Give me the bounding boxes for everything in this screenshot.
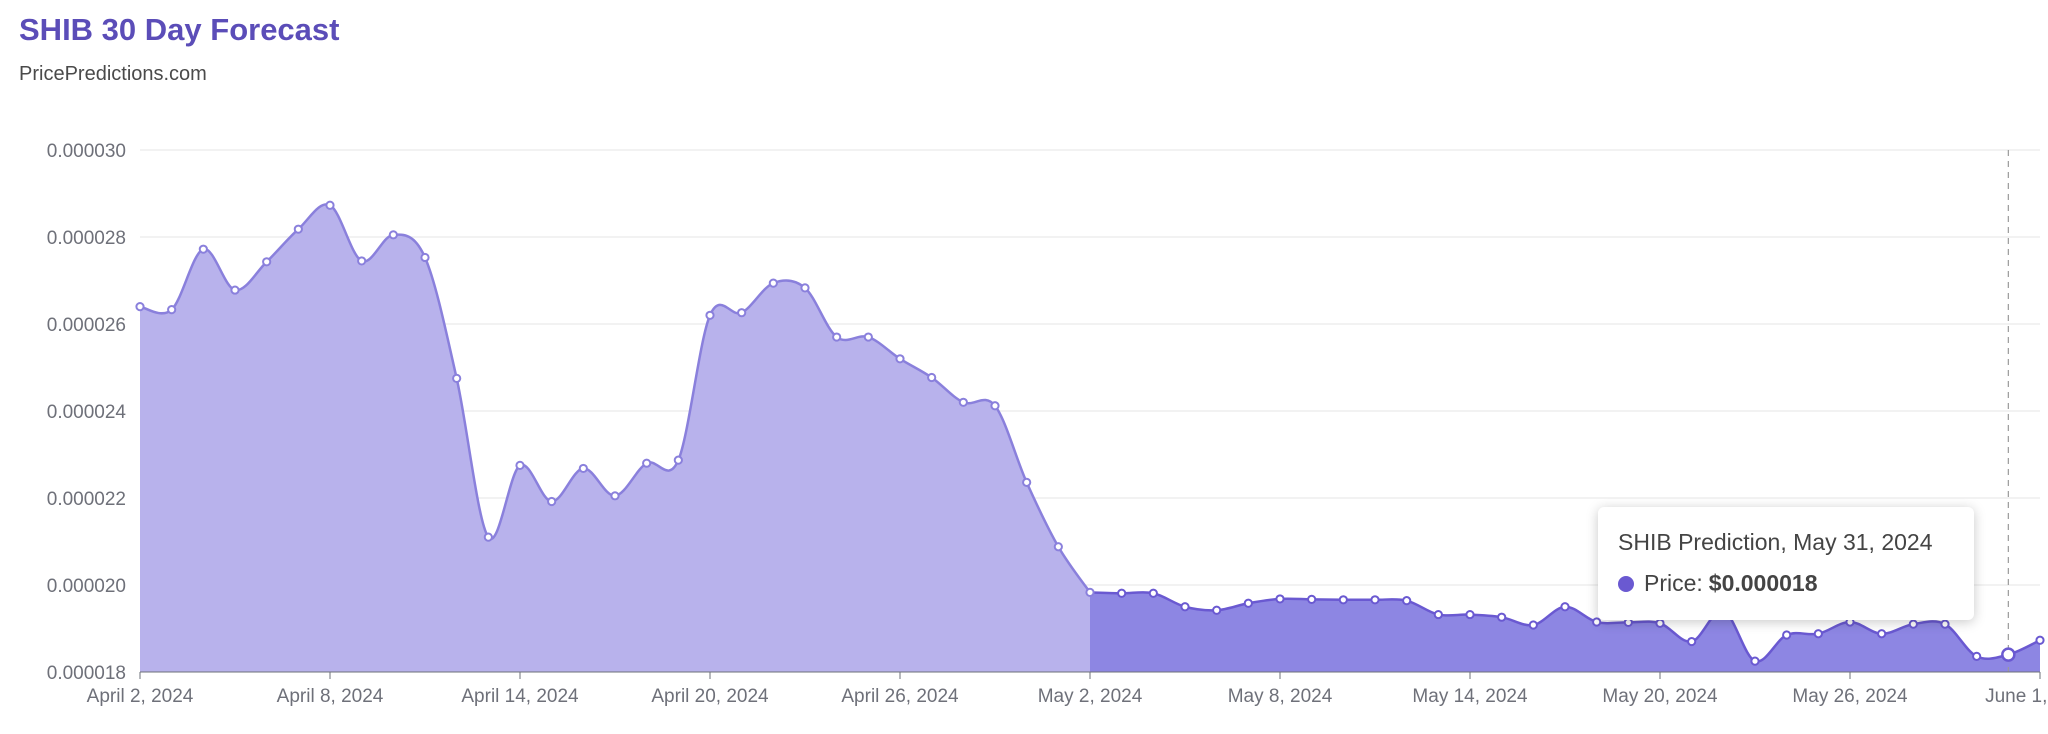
data-point[interactable] xyxy=(768,278,778,288)
data-point[interactable] xyxy=(1243,598,1253,608)
chart-areas xyxy=(140,204,2040,672)
x-tick-label: May 2, 2024 xyxy=(1038,686,1143,707)
data-point[interactable] xyxy=(1592,617,1602,627)
data-point[interactable] xyxy=(1022,477,1032,487)
data-point[interactable] xyxy=(737,308,747,318)
y-tick-label: 0.000026 xyxy=(47,315,126,336)
data-point[interactable] xyxy=(1813,629,1823,639)
data-point[interactable] xyxy=(1180,602,1190,612)
data-point[interactable] xyxy=(452,373,462,383)
data-point[interactable] xyxy=(515,460,525,470)
data-point[interactable] xyxy=(167,305,177,315)
data-point[interactable] xyxy=(420,252,430,263)
data-point[interactable] xyxy=(1085,587,1095,597)
x-tick-label: June 1, 2024 xyxy=(1985,686,2048,707)
data-point[interactable] xyxy=(1275,594,1285,604)
data-point[interactable] xyxy=(2035,635,2045,645)
highlighted-point[interactable] xyxy=(2001,647,2016,662)
x-tick-label: May 8, 2024 xyxy=(1228,686,1333,707)
data-point[interactable] xyxy=(1655,618,1665,628)
chart-markers[interactable] xyxy=(135,150,2045,672)
data-point[interactable] xyxy=(1528,620,1538,630)
data-point[interactable] xyxy=(1338,595,1348,605)
x-tick-label: April 8, 2024 xyxy=(277,686,384,707)
data-point[interactable] xyxy=(135,302,145,312)
tooltip-price-value: $0.000018 xyxy=(1708,570,1818,596)
data-point[interactable] xyxy=(673,455,683,465)
data-point[interactable] xyxy=(357,256,367,266)
y-tick-label: 0.000024 xyxy=(47,402,127,423)
data-point[interactable] xyxy=(642,458,652,468)
data-point[interactable] xyxy=(483,532,493,542)
x-tick-label: April 26, 2024 xyxy=(841,686,959,707)
data-point[interactable] xyxy=(1370,595,1380,605)
data-point[interactable] xyxy=(1560,602,1570,612)
y-tick-label: 0.000022 xyxy=(47,489,126,510)
page-subtitle: PricePredictions.com xyxy=(19,63,207,85)
data-point[interactable] xyxy=(1433,609,1443,620)
x-tick-label: May 26, 2024 xyxy=(1792,686,1908,707)
data-point[interactable] xyxy=(990,401,1000,411)
x-tick-label: April 20, 2024 xyxy=(651,686,769,707)
data-point[interactable] xyxy=(1402,596,1412,606)
data-point[interactable] xyxy=(1972,651,1982,661)
data-point[interactable] xyxy=(705,310,715,320)
prediction-tooltip: SHIB Prediction, May 31, 2024 Price: $0.… xyxy=(1598,507,1974,620)
data-point[interactable] xyxy=(958,397,968,407)
data-point[interactable] xyxy=(1465,609,1475,620)
x-tick-label: April 2, 2024 xyxy=(87,686,194,707)
forecast-area xyxy=(1090,592,2040,672)
tooltip-price-row: Price: $0.000018 xyxy=(1618,570,1954,597)
data-point[interactable] xyxy=(547,496,557,507)
data-point[interactable] xyxy=(578,463,588,474)
x-tick-label: May 20, 2024 xyxy=(1602,686,1718,707)
data-point[interactable] xyxy=(1908,619,1918,629)
data-point[interactable] xyxy=(1750,656,1760,666)
data-point[interactable] xyxy=(262,257,272,267)
data-point[interactable] xyxy=(832,332,842,342)
data-point[interactable] xyxy=(1940,619,1950,629)
x-tick-label: April 14, 2024 xyxy=(461,686,579,707)
data-point[interactable] xyxy=(325,200,335,210)
data-point[interactable] xyxy=(1782,630,1792,640)
y-tick-label: 0.000030 xyxy=(47,141,126,162)
y-tick-label: 0.000020 xyxy=(47,576,126,597)
page-title: SHIB 30 Day Forecast xyxy=(19,12,340,47)
data-point[interactable] xyxy=(1117,588,1127,598)
data-point[interactable] xyxy=(895,354,905,364)
data-point[interactable] xyxy=(863,332,873,342)
data-point[interactable] xyxy=(1053,542,1063,552)
y-tick-label: 0.000028 xyxy=(47,228,126,249)
data-point[interactable] xyxy=(1687,636,1697,647)
series-dot-icon xyxy=(1618,575,1634,592)
x-tick-label: May 14, 2024 xyxy=(1412,686,1528,707)
historical-area xyxy=(140,204,1090,672)
y-axis: 0.000018 0.000020 0.000022 0.000024 0.000026… xyxy=(47,141,127,684)
data-point[interactable] xyxy=(800,283,810,293)
data-point[interactable] xyxy=(610,491,620,501)
data-point[interactable] xyxy=(1497,612,1507,622)
data-point[interactable] xyxy=(230,285,240,295)
data-point[interactable] xyxy=(1148,588,1158,598)
data-point[interactable] xyxy=(927,372,937,383)
y-tick-label: 0.000018 xyxy=(47,663,126,684)
data-point[interactable] xyxy=(198,244,208,254)
data-point[interactable] xyxy=(1307,594,1317,604)
tooltip-title: SHIB Prediction, May 31, 2024 xyxy=(1618,529,1933,555)
data-point[interactable] xyxy=(1877,629,1887,639)
data-point[interactable] xyxy=(1212,605,1222,615)
data-point[interactable] xyxy=(388,230,398,240)
x-axis: April 2, 2024 April 8, 2024 April 14, 2024… xyxy=(87,671,2048,707)
data-point[interactable] xyxy=(293,224,303,234)
tooltip-price-label: Price: xyxy=(1644,570,1703,596)
